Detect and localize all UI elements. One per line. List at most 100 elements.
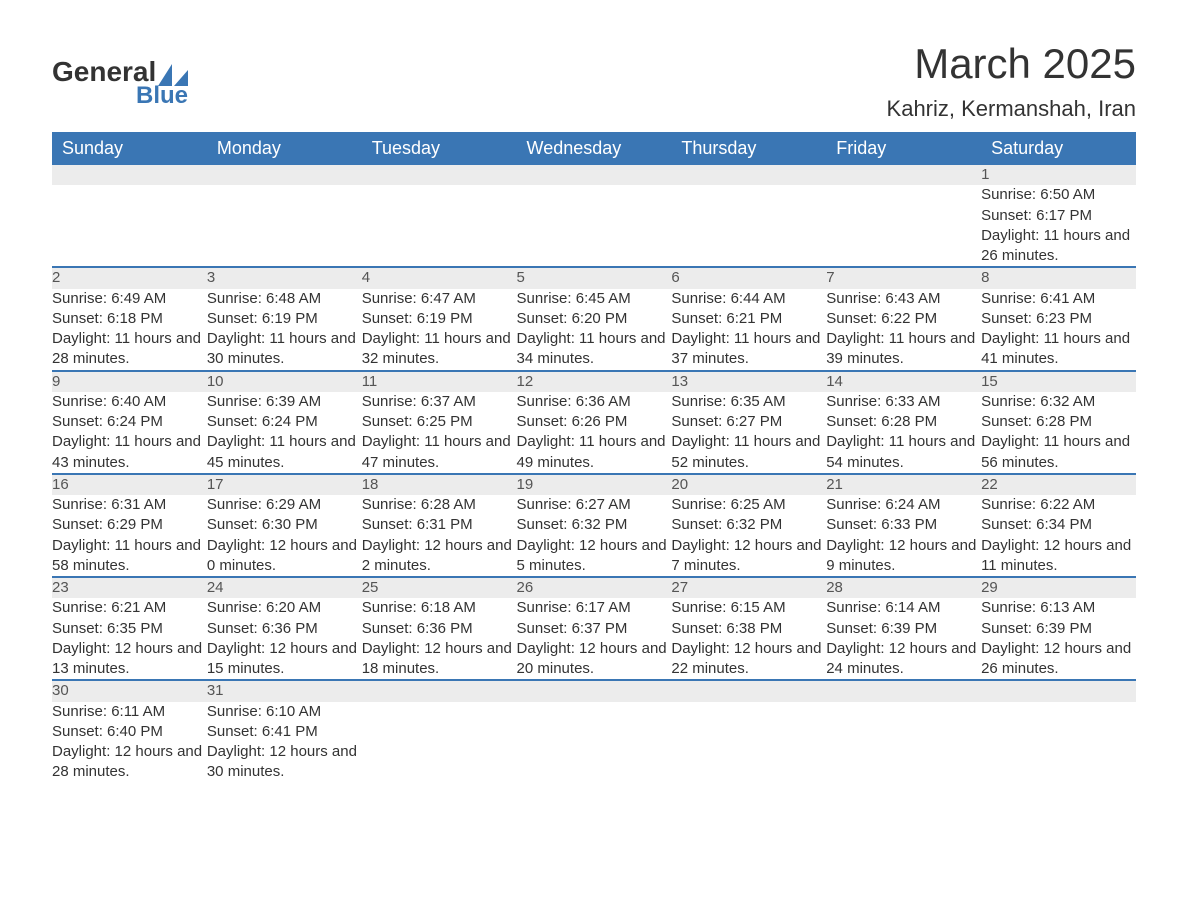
day-number: 20: [671, 474, 826, 495]
sunrise-text: Sunrise: 6:21 AM: [52, 598, 207, 618]
day-cell: Sunrise: 6:13 AMSunset: 6:39 PMDaylight:…: [981, 598, 1136, 680]
day-number: 26: [517, 577, 672, 598]
day-number: 8: [981, 267, 1136, 288]
day-number: 13: [671, 371, 826, 392]
sunset-text: Sunset: 6:32 PM: [671, 515, 826, 535]
day-number: 30: [52, 680, 207, 701]
sunset-text: Sunset: 6:39 PM: [826, 619, 981, 639]
day-cell: Sunrise: 6:39 AMSunset: 6:24 PMDaylight:…: [207, 392, 362, 474]
day-cell: Sunrise: 6:49 AMSunset: 6:18 PMDaylight:…: [52, 289, 207, 371]
brand-line2: Blue: [136, 82, 188, 110]
day-cell: Sunrise: 6:25 AMSunset: 6:32 PMDaylight:…: [671, 495, 826, 577]
day-header: Thursday: [671, 132, 826, 165]
day-cell: [52, 185, 207, 267]
day-number: 16: [52, 474, 207, 495]
daynum-row: 1: [52, 165, 1136, 185]
day-header: Tuesday: [362, 132, 517, 165]
sunset-text: Sunset: 6:21 PM: [671, 309, 826, 329]
daynum-row: 3031: [52, 680, 1136, 701]
day-content-row: Sunrise: 6:40 AMSunset: 6:24 PMDaylight:…: [52, 392, 1136, 474]
day-cell: Sunrise: 6:44 AMSunset: 6:21 PMDaylight:…: [671, 289, 826, 371]
sunset-text: Sunset: 6:34 PM: [981, 515, 1136, 535]
day-cell: [981, 702, 1136, 783]
day-number: 9: [52, 371, 207, 392]
sunset-text: Sunset: 6:20 PM: [517, 309, 672, 329]
sunset-text: Sunset: 6:24 PM: [207, 412, 362, 432]
sunrise-text: Sunrise: 6:32 AM: [981, 392, 1136, 412]
day-cell: Sunrise: 6:50 AMSunset: 6:17 PMDaylight:…: [981, 185, 1136, 267]
sunset-text: Sunset: 6:32 PM: [517, 515, 672, 535]
day-number: 14: [826, 371, 981, 392]
sunset-text: Sunset: 6:37 PM: [517, 619, 672, 639]
sunrise-text: Sunrise: 6:24 AM: [826, 495, 981, 515]
sunrise-text: Sunrise: 6:49 AM: [52, 289, 207, 309]
daylight-text: Daylight: 12 hours and 18 minutes.: [362, 639, 517, 680]
day-cell: Sunrise: 6:47 AMSunset: 6:19 PMDaylight:…: [362, 289, 517, 371]
day-cell: Sunrise: 6:40 AMSunset: 6:24 PMDaylight:…: [52, 392, 207, 474]
daylight-text: Daylight: 11 hours and 47 minutes.: [362, 432, 517, 473]
day-cell: Sunrise: 6:45 AMSunset: 6:20 PMDaylight:…: [517, 289, 672, 371]
day-cell: Sunrise: 6:10 AMSunset: 6:41 PMDaylight:…: [207, 702, 362, 783]
sunrise-text: Sunrise: 6:18 AM: [362, 598, 517, 618]
day-content-row: Sunrise: 6:11 AMSunset: 6:40 PMDaylight:…: [52, 702, 1136, 783]
daylight-text: Daylight: 11 hours and 28 minutes.: [52, 329, 207, 370]
day-cell: [826, 702, 981, 783]
month-title: March 2025: [887, 40, 1136, 88]
daylight-text: Daylight: 11 hours and 30 minutes.: [207, 329, 362, 370]
sunrise-text: Sunrise: 6:48 AM: [207, 289, 362, 309]
sunset-text: Sunset: 6:33 PM: [826, 515, 981, 535]
sunset-text: Sunset: 6:19 PM: [362, 309, 517, 329]
day-number: 7: [826, 267, 981, 288]
day-number: [207, 165, 362, 185]
daylight-text: Daylight: 11 hours and 37 minutes.: [671, 329, 826, 370]
day-cell: [362, 702, 517, 783]
day-cell: Sunrise: 6:43 AMSunset: 6:22 PMDaylight:…: [826, 289, 981, 371]
daylight-text: Daylight: 11 hours and 32 minutes.: [362, 329, 517, 370]
day-number: 6: [671, 267, 826, 288]
day-number: 19: [517, 474, 672, 495]
daylight-text: Daylight: 11 hours and 34 minutes.: [517, 329, 672, 370]
sunset-text: Sunset: 6:28 PM: [981, 412, 1136, 432]
day-cell: Sunrise: 6:33 AMSunset: 6:28 PMDaylight:…: [826, 392, 981, 474]
daylight-text: Daylight: 12 hours and 24 minutes.: [826, 639, 981, 680]
daynum-row: 2345678: [52, 267, 1136, 288]
daylight-text: Daylight: 11 hours and 52 minutes.: [671, 432, 826, 473]
day-header: Friday: [826, 132, 981, 165]
brand-logo: General Blue: [52, 58, 188, 110]
day-cell: [671, 702, 826, 783]
sunset-text: Sunset: 6:23 PM: [981, 309, 1136, 329]
day-number: 18: [362, 474, 517, 495]
sunrise-text: Sunrise: 6:50 AM: [981, 185, 1136, 205]
day-header-row: Sunday Monday Tuesday Wednesday Thursday…: [52, 132, 1136, 165]
day-number: 12: [517, 371, 672, 392]
day-cell: Sunrise: 6:48 AMSunset: 6:19 PMDaylight:…: [207, 289, 362, 371]
day-number: [362, 680, 517, 701]
sunrise-text: Sunrise: 6:11 AM: [52, 702, 207, 722]
day-number: 24: [207, 577, 362, 598]
daylight-text: Daylight: 11 hours and 49 minutes.: [517, 432, 672, 473]
day-cell: Sunrise: 6:18 AMSunset: 6:36 PMDaylight:…: [362, 598, 517, 680]
day-cell: Sunrise: 6:27 AMSunset: 6:32 PMDaylight:…: [517, 495, 672, 577]
day-cell: Sunrise: 6:15 AMSunset: 6:38 PMDaylight:…: [671, 598, 826, 680]
day-cell: [517, 185, 672, 267]
sunrise-text: Sunrise: 6:47 AM: [362, 289, 517, 309]
day-cell: Sunrise: 6:24 AMSunset: 6:33 PMDaylight:…: [826, 495, 981, 577]
day-number: 15: [981, 371, 1136, 392]
daylight-text: Daylight: 12 hours and 13 minutes.: [52, 639, 207, 680]
daylight-text: Daylight: 12 hours and 28 minutes.: [52, 742, 207, 783]
day-cell: Sunrise: 6:28 AMSunset: 6:31 PMDaylight:…: [362, 495, 517, 577]
sunset-text: Sunset: 6:19 PM: [207, 309, 362, 329]
sunrise-text: Sunrise: 6:28 AM: [362, 495, 517, 515]
sunset-text: Sunset: 6:24 PM: [52, 412, 207, 432]
sunrise-text: Sunrise: 6:45 AM: [517, 289, 672, 309]
day-number: 3: [207, 267, 362, 288]
sunset-text: Sunset: 6:39 PM: [981, 619, 1136, 639]
day-number: [671, 165, 826, 185]
daylight-text: Daylight: 12 hours and 2 minutes.: [362, 536, 517, 577]
day-cell: Sunrise: 6:31 AMSunset: 6:29 PMDaylight:…: [52, 495, 207, 577]
day-cell: Sunrise: 6:37 AMSunset: 6:25 PMDaylight:…: [362, 392, 517, 474]
day-number: 4: [362, 267, 517, 288]
daylight-text: Daylight: 12 hours and 30 minutes.: [207, 742, 362, 783]
sunset-text: Sunset: 6:30 PM: [207, 515, 362, 535]
daynum-row: 16171819202122: [52, 474, 1136, 495]
